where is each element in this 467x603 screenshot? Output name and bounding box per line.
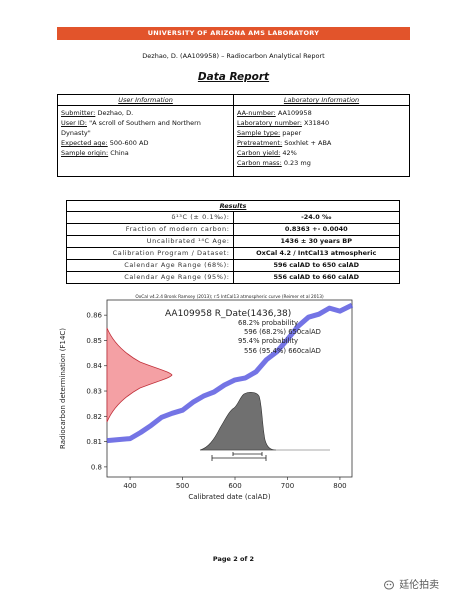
info-line: Submitter: Dezhao, D.	[61, 108, 230, 118]
x-tick-label: 400	[123, 482, 136, 490]
y-tick-label: 0.86	[86, 312, 102, 320]
plot-frame	[106, 299, 353, 478]
y-tick-label: 0.84	[86, 362, 102, 370]
x-axis-label: Calibrated date (calAD)	[188, 493, 270, 501]
banner: UNIVERSITY OF ARIZONA AMS LABORATORY	[57, 27, 410, 40]
result-label: Calendar Age Range (95%):	[66, 271, 234, 284]
info-line: Pretreatment: Soxhlet + ABA	[237, 138, 406, 148]
info-value: China	[110, 149, 129, 157]
info-label: AA-number:	[237, 109, 276, 117]
results-table: Results δ¹³C (± 0.1‰): -24.0 ‰ Fraction of…	[66, 200, 400, 284]
info-value: 0.23 mg	[283, 159, 311, 167]
info-label: Expected age:	[61, 139, 108, 147]
y-tick-label: 0.81	[86, 438, 102, 446]
info-value: paper	[282, 129, 302, 137]
y-tick-label: 0.83	[86, 388, 102, 396]
info-label: User ID:	[61, 119, 87, 127]
info-line: Expected age: 500-600 AD	[61, 138, 230, 148]
info-label: Sample type:	[237, 129, 281, 137]
result-value: 556 calAD to 660 calAD	[232, 271, 400, 284]
info-label: Pretreatment:	[237, 139, 283, 147]
page-number: Page 2 of 2	[212, 555, 255, 563]
annotation: 596 (68.2%) 650calAD	[244, 328, 321, 336]
info-line: User ID: "A scroll of Southern and North…	[61, 118, 230, 138]
y-axis-label: Radiocarbon determination (F14C)	[59, 328, 67, 449]
info-line: Sample type: paper	[237, 128, 406, 138]
results-row: Fraction of modern carbon: 0.8363 +- 0.00…	[66, 223, 400, 236]
info-line: Sample origin: China	[61, 148, 230, 158]
watermark-icon	[384, 580, 394, 590]
info-label: Carbon mass:	[237, 159, 282, 167]
calibration-curve	[106, 302, 354, 444]
info-line: AA-number: AA109958	[237, 108, 406, 118]
watermark: 廷伦拍卖	[384, 576, 439, 591]
info-label: Submitter:	[61, 109, 96, 117]
info-value: AA109958	[277, 109, 312, 117]
info-value: "A scroll of Southern and Northern Dynas…	[61, 119, 201, 137]
x-tick-label: 700	[281, 482, 294, 490]
annotation: AA109958 R_Date(1436,38)	[165, 309, 291, 319]
y-tick-label: 0.82	[86, 413, 102, 421]
report-subtitle: Dezhao, D. (AA109958) – Radiocarbon Anal…	[142, 52, 325, 60]
info-label: Laboratory number:	[237, 119, 302, 127]
calibrated-distribution	[199, 392, 277, 451]
info-line: Laboratory number: X31840	[237, 118, 406, 128]
info-table: User Information Laboratory Information …	[57, 94, 410, 177]
y-tick-label: 0.8	[91, 463, 102, 471]
x-tick-label: 800	[333, 482, 346, 490]
x-tick-label: 600	[228, 482, 241, 490]
chart-title: OxCal v4.2.4 Bronk Ramsey (2013); r:5 In…	[135, 294, 324, 300]
lab-cell: AA-number: AA109958 Laboratory number: X3…	[233, 105, 410, 177]
results-row: Calendar Age Range (95%): 556 calAD to 66…	[66, 271, 400, 284]
info-line: Carbon yield: 42%	[237, 148, 406, 158]
info-value: Soxhlet + ABA	[284, 139, 332, 147]
x-tick-label: 500	[176, 482, 189, 490]
info-label: Sample origin:	[61, 149, 109, 157]
info-label: Carbon yield:	[237, 149, 281, 157]
info-line: Carbon mass: 0.23 mg	[237, 158, 406, 168]
annotation: 556 (95.4%) 660calAD	[244, 347, 321, 355]
measurement-distribution	[106, 327, 173, 423]
y-tick-label: 0.85	[86, 337, 102, 345]
info-value: X31840	[304, 119, 330, 127]
results-row: Uncalibrated ¹⁴C Age: 1436 ± 30 years BP	[66, 235, 400, 248]
info-value: 42%	[282, 149, 297, 157]
info-value: Dezhao, D.	[97, 109, 134, 117]
watermark-text: 廷伦拍卖	[399, 580, 440, 591]
annotation: 68.2% probability	[238, 319, 298, 327]
info-value: 500-600 AD	[109, 139, 149, 147]
report-title: Data Report	[197, 71, 270, 83]
range-68	[232, 452, 263, 456]
annotation: 95.4% probability	[238, 337, 298, 345]
range-95	[211, 455, 267, 461]
